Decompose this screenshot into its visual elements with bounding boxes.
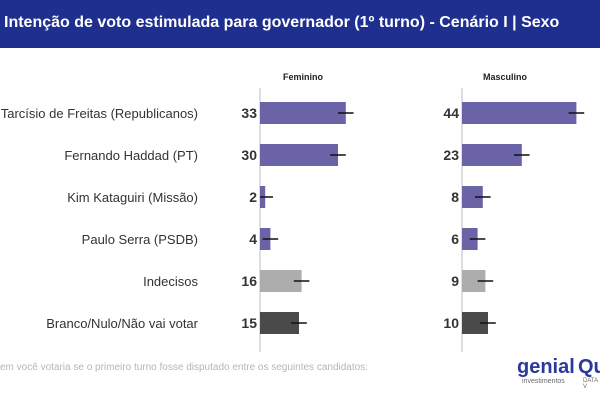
category-label: Indecisos — [143, 274, 198, 289]
value-label: 23 — [443, 147, 459, 163]
value-label: 6 — [451, 231, 459, 247]
value-label: 15 — [241, 315, 257, 331]
value-label: 16 — [241, 273, 257, 289]
bar — [260, 102, 346, 124]
chart-title: Intenção de voto estimulada para governa… — [4, 14, 560, 31]
header-bar: Intenção de voto estimulada para governa… — [0, 0, 600, 48]
value-label: 4 — [249, 231, 257, 247]
category-label: Kim Kataguiri (Missão) — [67, 190, 198, 205]
bar — [462, 144, 522, 166]
bar — [260, 312, 299, 334]
value-label: 9 — [451, 273, 459, 289]
series-header: Masculino — [483, 72, 528, 82]
bar — [462, 102, 577, 124]
bar — [462, 270, 486, 292]
bar — [260, 270, 302, 292]
quaest-logo: Qu — [578, 356, 600, 378]
bar — [462, 312, 488, 334]
genial-logo-subtitle: investimentos — [522, 378, 565, 385]
category-label: Paulo Serra (PSDB) — [82, 232, 198, 247]
bar — [462, 186, 483, 208]
bar — [260, 144, 338, 166]
value-label: 30 — [241, 147, 257, 163]
footnote: em você votaria se o primeiro turno foss… — [0, 362, 368, 373]
value-label: 8 — [451, 189, 459, 205]
value-label: 33 — [241, 105, 257, 121]
chart: Tarcísio de Freitas (Republicanos) Fernan… — [1, 72, 585, 352]
value-label: 44 — [443, 105, 459, 121]
genial-logo: genial — [517, 356, 575, 378]
series-header: Feminino — [283, 72, 324, 82]
value-label: 10 — [443, 315, 459, 331]
category-label: Branco/Nulo/Não vai votar — [46, 316, 198, 331]
quaest-logo-subtitle: DATA V — [583, 378, 598, 390]
value-label: 2 — [249, 189, 257, 205]
category-label: Fernando Haddad (PT) — [64, 148, 198, 163]
category-label: Tarcísio de Freitas (Republicanos) — [1, 106, 198, 121]
